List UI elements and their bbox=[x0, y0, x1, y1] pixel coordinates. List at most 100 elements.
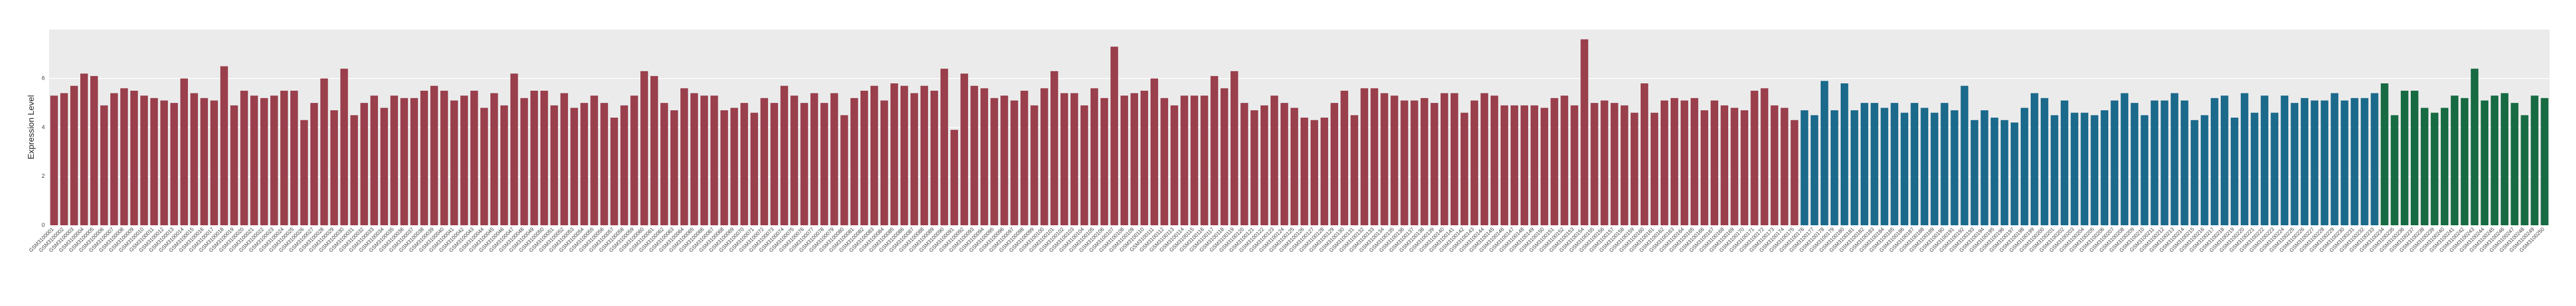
bar bbox=[610, 117, 618, 225]
bar bbox=[2290, 103, 2299, 225]
bar bbox=[1431, 103, 1438, 225]
bar bbox=[1860, 103, 1869, 225]
bar bbox=[2050, 115, 2059, 225]
bar bbox=[1570, 105, 1578, 225]
bar bbox=[2411, 90, 2419, 225]
bar bbox=[400, 98, 408, 225]
bar bbox=[780, 85, 788, 225]
bar bbox=[1710, 100, 1719, 225]
bar bbox=[1040, 88, 1048, 226]
bar bbox=[1390, 95, 1398, 225]
bar bbox=[1441, 93, 1448, 225]
y-tick-label: 4 bbox=[42, 124, 45, 130]
bar bbox=[930, 90, 939, 225]
bar bbox=[2151, 100, 2158, 225]
bar bbox=[1811, 115, 1819, 225]
bar bbox=[1831, 110, 1839, 225]
bar bbox=[330, 110, 338, 225]
bar bbox=[2040, 98, 2049, 225]
bar bbox=[2060, 100, 2069, 225]
bar bbox=[1650, 112, 1659, 225]
bar bbox=[710, 95, 718, 225]
bar bbox=[140, 95, 148, 225]
bar bbox=[1270, 95, 1278, 225]
bar bbox=[1801, 110, 1808, 225]
bar bbox=[1611, 103, 1618, 225]
bar bbox=[1641, 83, 1649, 225]
bar bbox=[2420, 108, 2429, 225]
bar bbox=[2391, 115, 2399, 225]
bar bbox=[830, 93, 838, 225]
bar bbox=[430, 85, 438, 225]
bar bbox=[1370, 88, 1378, 226]
bar bbox=[700, 95, 708, 225]
bar bbox=[1050, 71, 1058, 225]
bar bbox=[1450, 93, 1459, 225]
y-tick-label: 0 bbox=[42, 222, 45, 228]
bar bbox=[1260, 105, 1268, 225]
bar bbox=[290, 90, 298, 225]
bar bbox=[2220, 95, 2229, 225]
bar bbox=[130, 90, 138, 225]
bar bbox=[1530, 105, 1538, 225]
bar bbox=[970, 85, 978, 225]
bar bbox=[350, 115, 358, 225]
bar bbox=[790, 95, 798, 225]
bar bbox=[310, 103, 318, 225]
bar bbox=[960, 73, 968, 225]
bar bbox=[2331, 93, 2338, 225]
bar bbox=[1700, 110, 1709, 225]
bar bbox=[450, 100, 458, 225]
bar bbox=[160, 100, 168, 225]
bar bbox=[220, 66, 228, 225]
bar bbox=[910, 93, 918, 225]
bar bbox=[680, 88, 688, 226]
bar bbox=[1840, 83, 1849, 225]
bar bbox=[1420, 98, 1428, 225]
bar bbox=[1230, 71, 1238, 225]
bar bbox=[1540, 108, 1548, 225]
bar bbox=[2090, 115, 2099, 225]
bar bbox=[1900, 112, 1909, 225]
bar bbox=[990, 98, 998, 225]
bar bbox=[2460, 98, 2469, 225]
bar bbox=[1850, 110, 1859, 225]
bar bbox=[550, 105, 558, 225]
bar bbox=[2381, 83, 2389, 225]
bar bbox=[1770, 105, 1778, 225]
bar bbox=[2521, 115, 2528, 225]
bar bbox=[570, 108, 578, 225]
bar bbox=[1621, 105, 1628, 225]
bar bbox=[1000, 95, 1008, 225]
bar bbox=[280, 90, 288, 225]
bar bbox=[1060, 93, 1068, 225]
bar bbox=[1090, 88, 1098, 226]
bar bbox=[300, 120, 308, 225]
bar bbox=[1190, 95, 1198, 225]
bar bbox=[1290, 108, 1299, 225]
bar bbox=[230, 105, 238, 225]
bar bbox=[1480, 93, 1489, 225]
bar bbox=[2430, 112, 2439, 225]
bar bbox=[1300, 117, 1309, 225]
bar bbox=[270, 95, 278, 225]
bar bbox=[1670, 98, 1679, 225]
bar bbox=[1180, 95, 1188, 225]
bar bbox=[1971, 120, 1978, 225]
bar bbox=[410, 98, 418, 225]
bar bbox=[740, 103, 749, 225]
bar bbox=[2470, 69, 2479, 225]
bar bbox=[1910, 103, 1919, 225]
bar bbox=[2260, 95, 2269, 225]
bar bbox=[2490, 95, 2498, 225]
bar bbox=[1251, 110, 1258, 225]
bar bbox=[1070, 93, 1078, 225]
bar bbox=[850, 98, 858, 225]
bar bbox=[2401, 90, 2409, 225]
bar bbox=[770, 103, 778, 225]
bar bbox=[1320, 117, 1329, 225]
bar bbox=[2351, 98, 2359, 225]
bar bbox=[720, 110, 728, 225]
bar bbox=[1720, 105, 1728, 225]
bar bbox=[2141, 115, 2148, 225]
